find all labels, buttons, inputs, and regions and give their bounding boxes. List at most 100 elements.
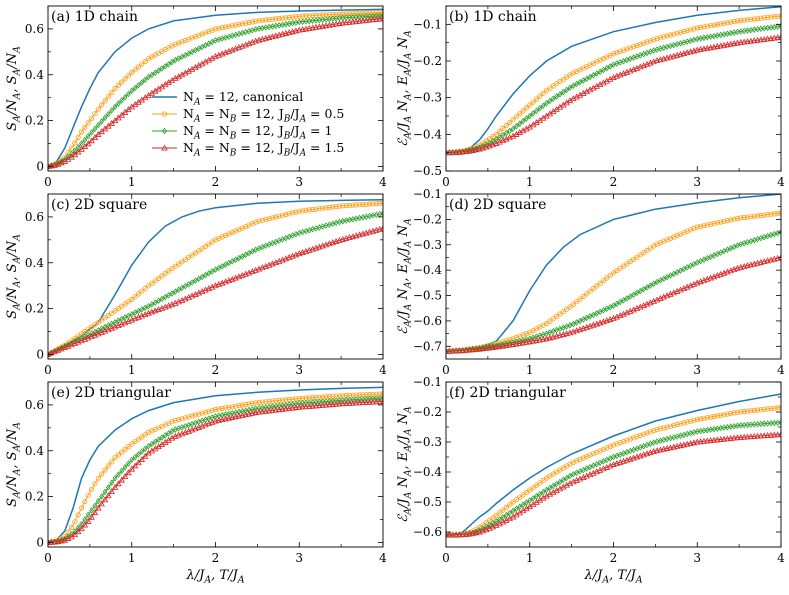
data-point	[380, 12, 383, 19]
data-point	[547, 484, 553, 492]
data-point	[209, 407, 215, 413]
data-point	[701, 415, 707, 421]
data-point	[580, 455, 587, 461]
data-point	[166, 268, 172, 274]
data-point	[323, 16, 329, 23]
x-tick-label: 2	[610, 363, 618, 377]
series-markers-2	[446, 210, 781, 354]
data-point	[377, 394, 383, 402]
series-line-3	[446, 25, 781, 154]
data-point	[356, 399, 363, 406]
data-point	[708, 253, 714, 261]
data-point	[560, 88, 566, 96]
data-point	[243, 251, 249, 259]
data-point	[138, 456, 146, 462]
data-point	[102, 98, 108, 104]
data-point	[300, 18, 306, 25]
data-point	[149, 280, 155, 286]
panel-label: (e) 2D triangular	[51, 385, 171, 401]
data-point	[206, 40, 212, 47]
data-point	[326, 15, 332, 23]
y-tick-label: −0.3	[413, 238, 442, 252]
data-point	[380, 210, 383, 217]
data-point	[209, 268, 215, 275]
data-point	[186, 36, 192, 42]
data-point	[283, 211, 289, 218]
data-point	[122, 446, 128, 452]
data-point	[109, 459, 115, 465]
data-point	[775, 405, 781, 411]
data-point	[303, 207, 309, 213]
data-point	[620, 438, 627, 444]
panel-2: 0 1 2 3 4 −0.5 −0.4 −0.3 −0.2 −0.1ℰA/JA NA, EA/JA…	[396, 5, 785, 189]
data-point	[85, 132, 91, 140]
data-point	[353, 396, 359, 403]
data-point	[82, 498, 88, 505]
data-point	[693, 438, 701, 445]
data-point	[156, 275, 162, 281]
series-markers-4	[446, 254, 781, 354]
data-point	[594, 283, 600, 289]
data-point	[179, 284, 185, 292]
data-point	[614, 441, 620, 447]
data-point	[738, 215, 744, 221]
data-point	[641, 285, 647, 293]
data-point	[212, 26, 219, 32]
data-point	[105, 322, 111, 329]
data-point	[135, 451, 141, 458]
data-point	[765, 420, 771, 427]
data-point	[85, 492, 91, 498]
data-point	[209, 27, 215, 33]
data-point	[135, 307, 141, 315]
y-tick-label: −0.5	[413, 289, 442, 303]
data-point	[366, 398, 373, 405]
data-point	[740, 38, 748, 45]
series-group	[48, 386, 383, 546]
x-tick-label: 1	[526, 551, 534, 565]
y-axis-label: SA/NA, SA/NA	[5, 46, 23, 131]
data-point	[634, 433, 640, 440]
data-point	[740, 433, 748, 440]
x-tick-label: 3	[295, 551, 303, 565]
data-point	[166, 60, 172, 68]
data-point	[714, 220, 721, 226]
legend-label: NA = NB = 12, JB/JA = 1	[183, 123, 332, 142]
data-point	[283, 15, 289, 21]
data-point	[537, 93, 543, 99]
series-markers-4	[48, 15, 383, 169]
data-point	[370, 201, 376, 207]
data-point	[446, 347, 453, 354]
data-point	[353, 10, 359, 16]
data-point	[303, 399, 309, 407]
y-tick-label: −0.6	[413, 525, 442, 539]
data-point	[570, 82, 576, 90]
data-point	[523, 489, 530, 495]
data-point	[694, 25, 700, 31]
data-point	[89, 507, 94, 514]
data-point	[767, 431, 775, 438]
y-axis-label: ℰA/JA NA, EA/JA NA	[396, 406, 414, 523]
data-point	[510, 336, 516, 342]
data-point	[597, 459, 603, 467]
data-point	[176, 55, 182, 62]
series-markers-3	[48, 210, 383, 358]
data-point	[667, 272, 673, 279]
data-point	[377, 9, 383, 16]
y-tick-label: 0	[36, 347, 44, 361]
data-point	[687, 418, 694, 424]
data-point	[731, 18, 737, 25]
data-point	[263, 17, 269, 23]
data-point	[95, 121, 101, 129]
data-point	[129, 87, 135, 95]
data-point	[362, 17, 370, 23]
data-point	[78, 505, 85, 511]
series-markers-4	[446, 33, 781, 156]
data-point	[523, 330, 530, 337]
data-point	[373, 15, 380, 22]
data-point	[761, 406, 767, 412]
data-point	[493, 512, 499, 519]
data-point	[135, 291, 142, 297]
data-point	[771, 14, 777, 20]
data-point	[687, 227, 694, 233]
data-point	[724, 435, 731, 442]
